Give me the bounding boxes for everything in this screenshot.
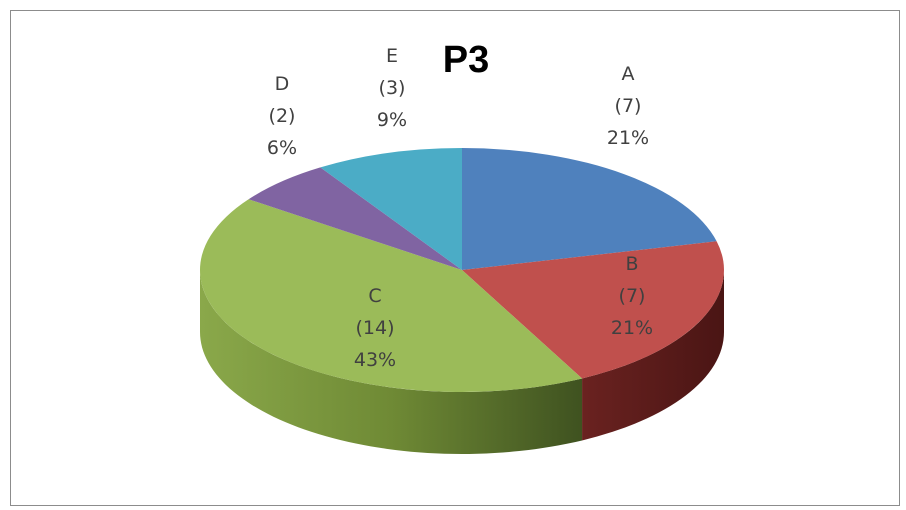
slice-e	[320, 148, 462, 270]
data-label-b-count: (7)	[619, 285, 646, 307]
slice-a	[462, 148, 717, 270]
slice-side-c	[200, 270, 583, 454]
data-label-a-label: A	[622, 63, 635, 85]
data-label-e-percent: 9%	[377, 109, 407, 131]
data-label-e-label: E	[386, 45, 398, 67]
data-label-d-percent: 6%	[267, 137, 297, 159]
pie-slices	[200, 148, 724, 392]
data-label-d: D (2) 6%	[267, 73, 297, 159]
data-labels: A (7) 21% B (7) 21% C (14) 43% D (2) 6% E (3) 9%	[267, 45, 653, 371]
data-label-c-percent: 43%	[354, 349, 396, 371]
data-label-c-label: C	[368, 285, 381, 307]
data-label-b-percent: 21%	[611, 317, 653, 339]
slice-b	[462, 241, 724, 379]
data-label-b: B (7) 21%	[611, 253, 653, 339]
data-label-c-count: (14)	[355, 317, 394, 339]
slice-side-b	[582, 270, 724, 441]
data-label-e-count: (3)	[379, 77, 406, 99]
data-label-e: E (3) 9%	[377, 45, 407, 131]
chart-title: P3	[443, 39, 489, 81]
data-label-d-count: (2)	[269, 105, 296, 127]
data-label-d-label: D	[275, 73, 290, 95]
pie-sides	[200, 270, 724, 454]
slice-c	[200, 199, 583, 392]
data-label-c: C (14) 43%	[354, 285, 396, 371]
data-label-a: A (7) 21%	[607, 63, 649, 149]
data-label-a-count: (7)	[615, 95, 642, 117]
data-label-a-percent: 21%	[607, 127, 649, 149]
data-label-b-label: B	[625, 253, 638, 275]
slice-d	[248, 167, 462, 270]
